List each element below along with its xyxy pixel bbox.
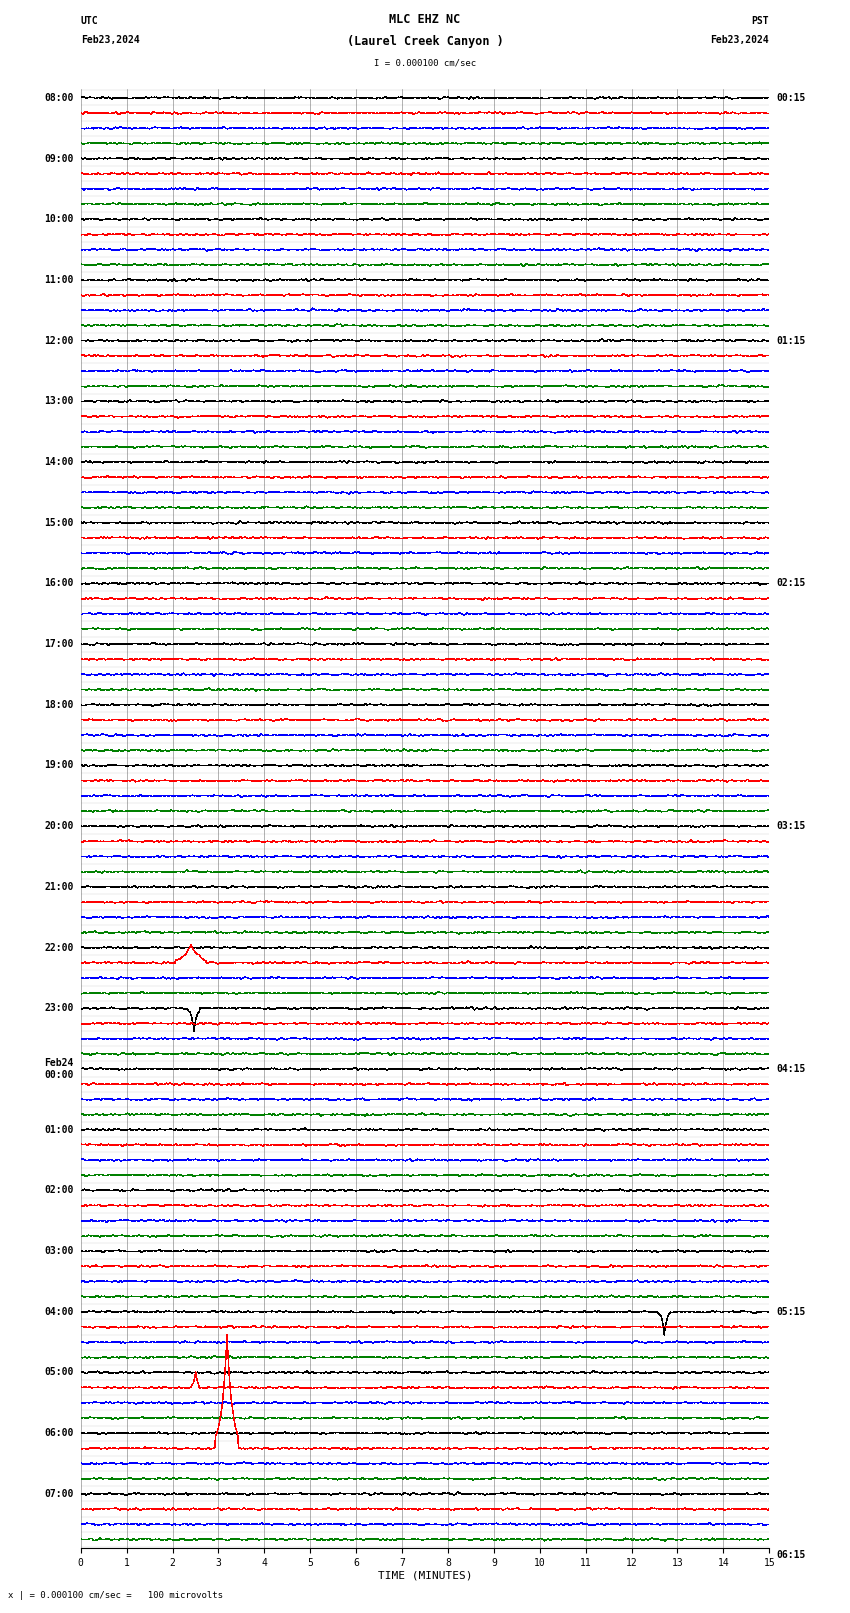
Text: 13:00: 13:00: [44, 397, 74, 406]
Text: PST: PST: [751, 16, 769, 26]
Text: Feb23,2024: Feb23,2024: [711, 35, 769, 45]
Text: 23:00: 23:00: [44, 1003, 74, 1013]
Text: 04:00: 04:00: [44, 1307, 74, 1316]
Text: 01:15: 01:15: [776, 336, 806, 345]
Text: 07:00: 07:00: [44, 1489, 74, 1498]
Text: 09:00: 09:00: [44, 153, 74, 163]
Text: x | = 0.000100 cm/sec =   100 microvolts: x | = 0.000100 cm/sec = 100 microvolts: [8, 1590, 224, 1600]
Text: 03:00: 03:00: [44, 1247, 74, 1257]
Text: 05:00: 05:00: [44, 1368, 74, 1378]
Text: 04:15: 04:15: [776, 1065, 806, 1074]
Text: 20:00: 20:00: [44, 821, 74, 831]
Text: 06:15: 06:15: [776, 1550, 806, 1560]
Text: 05:15: 05:15: [776, 1307, 806, 1316]
Text: 01:00: 01:00: [44, 1124, 74, 1134]
Text: 11:00: 11:00: [44, 274, 74, 286]
Text: 02:00: 02:00: [44, 1186, 74, 1195]
Text: 10:00: 10:00: [44, 215, 74, 224]
Text: 06:00: 06:00: [44, 1428, 74, 1439]
Text: 03:15: 03:15: [776, 821, 806, 831]
Text: 12:00: 12:00: [44, 336, 74, 345]
Text: MLC EHZ NC: MLC EHZ NC: [389, 13, 461, 26]
Text: UTC: UTC: [81, 16, 99, 26]
Text: 02:15: 02:15: [776, 579, 806, 589]
Text: 14:00: 14:00: [44, 456, 74, 468]
Text: 18:00: 18:00: [44, 700, 74, 710]
Text: 00:15: 00:15: [776, 94, 806, 103]
Text: Feb23,2024: Feb23,2024: [81, 35, 139, 45]
Text: 08:00: 08:00: [44, 94, 74, 103]
Text: (Laurel Creek Canyon ): (Laurel Creek Canyon ): [347, 35, 503, 48]
Text: 22:00: 22:00: [44, 942, 74, 953]
Text: 17:00: 17:00: [44, 639, 74, 648]
Text: I = 0.000100 cm/sec: I = 0.000100 cm/sec: [374, 58, 476, 68]
Text: 19:00: 19:00: [44, 760, 74, 771]
Text: 15:00: 15:00: [44, 518, 74, 527]
Text: 21:00: 21:00: [44, 882, 74, 892]
Text: 16:00: 16:00: [44, 579, 74, 589]
Text: Feb24
00:00: Feb24 00:00: [44, 1058, 74, 1079]
X-axis label: TIME (MINUTES): TIME (MINUTES): [377, 1571, 473, 1581]
